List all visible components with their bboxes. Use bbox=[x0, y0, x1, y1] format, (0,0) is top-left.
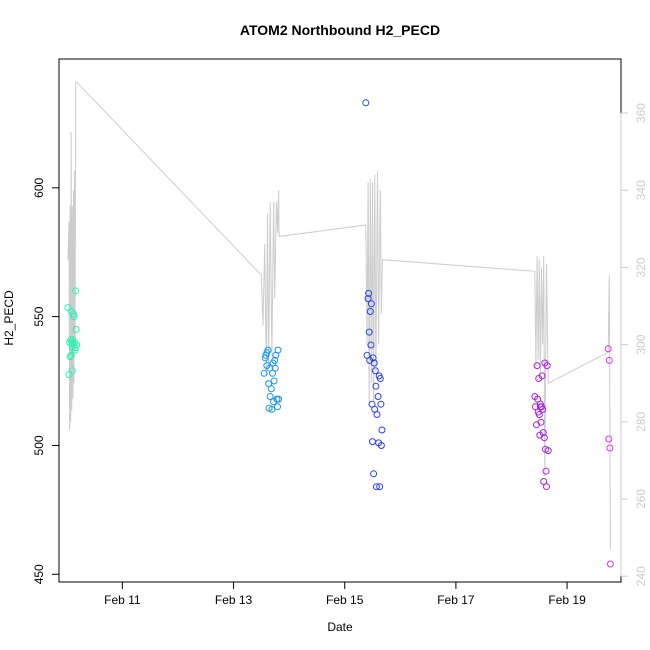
data-point bbox=[266, 393, 274, 400]
data-point bbox=[543, 483, 550, 491]
scatter-points bbox=[64, 99, 614, 568]
right-y-tick-label: 280 bbox=[634, 411, 648, 431]
data-point bbox=[67, 351, 75, 359]
data-point bbox=[606, 560, 614, 568]
trace-line bbox=[67, 81, 611, 550]
data-point bbox=[540, 434, 548, 442]
data-point bbox=[72, 326, 80, 333]
data-point bbox=[542, 467, 550, 475]
data-point bbox=[376, 483, 384, 491]
y-tick-label: 450 bbox=[32, 564, 46, 584]
right-y-tick-label: 360 bbox=[634, 103, 648, 123]
data-point bbox=[271, 356, 279, 364]
data-point bbox=[378, 426, 386, 434]
data-point bbox=[540, 478, 548, 485]
data-point bbox=[604, 345, 612, 353]
data-point bbox=[605, 435, 613, 443]
right-axis-trace bbox=[67, 81, 611, 550]
data-point bbox=[267, 385, 275, 393]
y-tick-label: 500 bbox=[32, 435, 46, 455]
right-y-tick-label: 240 bbox=[634, 566, 648, 586]
data-point bbox=[66, 353, 74, 361]
data-point bbox=[533, 362, 541, 370]
x-tick-label: Feb 15 bbox=[326, 593, 364, 607]
data-point bbox=[371, 367, 379, 375]
data-point bbox=[365, 328, 373, 336]
data-point bbox=[73, 341, 81, 349]
y-tick-label: 550 bbox=[32, 306, 46, 326]
data-point bbox=[370, 359, 378, 367]
data-point bbox=[364, 295, 372, 303]
data-point bbox=[275, 395, 283, 403]
data-point bbox=[362, 99, 370, 107]
data-point bbox=[372, 483, 380, 491]
data-point bbox=[366, 308, 374, 315]
data-point bbox=[377, 400, 385, 408]
data-point bbox=[264, 346, 272, 354]
data-point bbox=[369, 438, 376, 446]
data-point bbox=[373, 411, 381, 418]
right-y-tick-label: 340 bbox=[634, 180, 648, 200]
data-point bbox=[367, 300, 375, 308]
data-point bbox=[536, 403, 544, 411]
data-point bbox=[367, 341, 375, 349]
y-tick-label: 600 bbox=[32, 177, 46, 197]
right-y-axis: 240 260 280 300 320 340 360 bbox=[620, 103, 648, 586]
data-point bbox=[268, 405, 276, 413]
right-y-tick-label: 320 bbox=[634, 257, 648, 277]
data-point bbox=[274, 346, 282, 354]
data-point bbox=[369, 354, 377, 362]
data-point bbox=[538, 372, 546, 380]
y-axis-label: H2_PECD bbox=[2, 290, 16, 346]
data-point bbox=[68, 367, 76, 375]
chart-title: ATOM2 Northbound H2_PECD bbox=[240, 22, 440, 38]
data-point bbox=[365, 289, 373, 297]
data-point bbox=[370, 470, 378, 478]
x-tick-label: Feb 19 bbox=[548, 593, 586, 607]
data-point bbox=[274, 403, 281, 411]
data-point bbox=[534, 395, 542, 403]
x-axis-label: Date bbox=[327, 620, 353, 634]
x-axis: Feb 11 Feb 13 Feb 15 Feb 17 Feb 19 bbox=[104, 581, 586, 607]
data-point bbox=[70, 313, 78, 321]
data-point bbox=[376, 375, 384, 382]
data-point bbox=[270, 377, 278, 385]
right-y-tick-label: 300 bbox=[634, 334, 648, 354]
data-point bbox=[543, 362, 551, 370]
x-tick-label: Feb 17 bbox=[437, 593, 475, 607]
data-point bbox=[374, 393, 382, 400]
data-point bbox=[372, 382, 380, 390]
data-point bbox=[544, 447, 552, 455]
data-point bbox=[537, 418, 545, 426]
y-axis: 450 500 550 600 bbox=[32, 177, 60, 584]
data-point bbox=[271, 364, 279, 372]
x-tick-label: Feb 11 bbox=[104, 593, 141, 607]
data-point bbox=[377, 442, 385, 449]
data-point bbox=[535, 411, 543, 418]
data-point bbox=[70, 310, 77, 318]
x-tick-label: Feb 13 bbox=[215, 593, 253, 607]
data-point bbox=[260, 369, 268, 377]
data-point bbox=[606, 444, 614, 452]
data-point bbox=[539, 429, 547, 437]
data-point bbox=[72, 287, 80, 295]
data-point bbox=[605, 356, 613, 364]
right-y-tick-label: 260 bbox=[634, 489, 648, 509]
